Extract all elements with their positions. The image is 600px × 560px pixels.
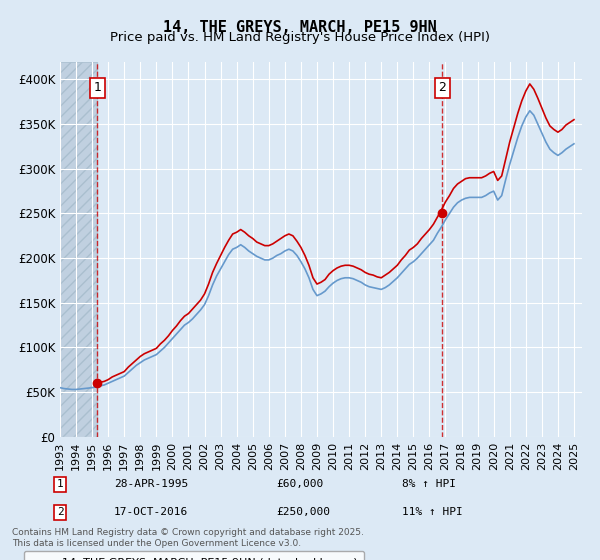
Text: 14, THE GREYS, MARCH, PE15 9HN: 14, THE GREYS, MARCH, PE15 9HN bbox=[163, 20, 437, 35]
Text: 2: 2 bbox=[56, 507, 64, 517]
Text: 11% ↑ HPI: 11% ↑ HPI bbox=[402, 507, 463, 517]
Text: 1: 1 bbox=[94, 81, 101, 95]
Text: Price paid vs. HM Land Registry's House Price Index (HPI): Price paid vs. HM Land Registry's House … bbox=[110, 31, 490, 44]
Text: £60,000: £60,000 bbox=[276, 479, 323, 489]
Text: 28-APR-1995: 28-APR-1995 bbox=[114, 479, 188, 489]
Text: 8% ↑ HPI: 8% ↑ HPI bbox=[402, 479, 456, 489]
Text: Contains HM Land Registry data © Crown copyright and database right 2025.
This d: Contains HM Land Registry data © Crown c… bbox=[12, 528, 364, 548]
Bar bbox=[60, 62, 97, 437]
Text: £250,000: £250,000 bbox=[276, 507, 330, 517]
Bar bbox=[60, 62, 97, 437]
Text: 1: 1 bbox=[56, 479, 64, 489]
Text: 2: 2 bbox=[439, 81, 446, 95]
Legend: 14, THE GREYS, MARCH, PE15 9HN (detached house), HPI: Average price, detached ho: 14, THE GREYS, MARCH, PE15 9HN (detached… bbox=[24, 551, 364, 560]
Text: 17-OCT-2016: 17-OCT-2016 bbox=[114, 507, 188, 517]
